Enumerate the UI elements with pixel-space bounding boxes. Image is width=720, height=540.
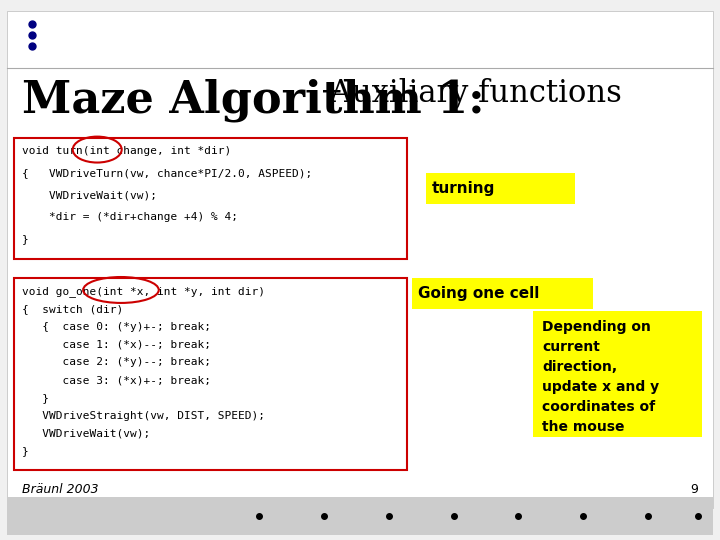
Text: VWDriveWait(vw);: VWDriveWait(vw); xyxy=(22,190,157,200)
Text: turning: turning xyxy=(432,181,495,196)
Text: {  switch (dir): { switch (dir) xyxy=(22,304,123,314)
FancyBboxPatch shape xyxy=(14,138,407,259)
FancyBboxPatch shape xyxy=(533,310,702,437)
Text: *dir = (*dir+change +4) % 4;: *dir = (*dir+change +4) % 4; xyxy=(22,212,238,222)
Text: {   VWDriveTurn(vw, chance*PI/2.0, ASPEED);: { VWDriveTurn(vw, chance*PI/2.0, ASPEED)… xyxy=(22,168,312,178)
Text: }: } xyxy=(22,234,28,245)
Text: case 1: (*x)--; break;: case 1: (*x)--; break; xyxy=(22,340,210,350)
Text: case 3: (*x)+-; break;: case 3: (*x)+-; break; xyxy=(22,375,210,386)
Text: 9: 9 xyxy=(690,483,698,496)
FancyBboxPatch shape xyxy=(412,278,593,309)
Text: void turn(int change, int *dir): void turn(int change, int *dir) xyxy=(22,146,231,156)
Text: Bräunl 2003: Bräunl 2003 xyxy=(22,483,98,496)
FancyBboxPatch shape xyxy=(426,173,575,204)
Text: }: } xyxy=(22,447,28,457)
Text: void go_one(int *x, int *y, int dir): void go_one(int *x, int *y, int dir) xyxy=(22,286,265,297)
Text: case 2: (*y)--; break;: case 2: (*y)--; break; xyxy=(22,357,210,368)
Text: VWDriveStraight(vw, DIST, SPEED);: VWDriveStraight(vw, DIST, SPEED); xyxy=(22,411,265,421)
Text: Depending on
current
direction,
update x and y
coordinates of
the mouse: Depending on current direction, update x… xyxy=(542,320,660,434)
Text: Going one cell: Going one cell xyxy=(418,286,539,301)
FancyBboxPatch shape xyxy=(7,11,713,508)
Text: Auxiliary functions: Auxiliary functions xyxy=(320,78,622,109)
Text: Maze Algorithm 1:: Maze Algorithm 1: xyxy=(22,78,485,122)
Text: {  case 0: (*y)+-; break;: { case 0: (*y)+-; break; xyxy=(22,322,210,332)
Text: }: } xyxy=(22,393,48,403)
FancyBboxPatch shape xyxy=(14,278,407,470)
Text: VWDriveWait(vw);: VWDriveWait(vw); xyxy=(22,429,150,439)
FancyBboxPatch shape xyxy=(7,497,713,535)
